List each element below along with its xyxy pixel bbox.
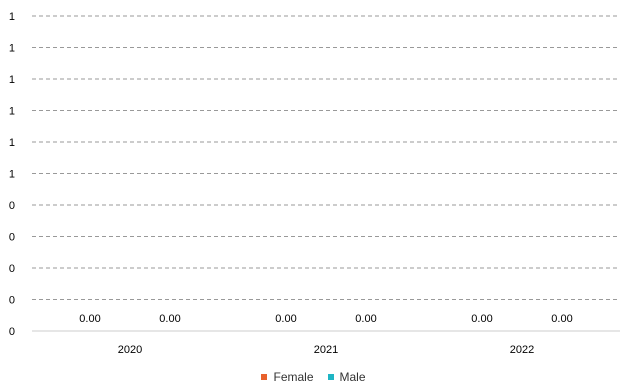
- legend-label-male: Male: [339, 370, 366, 384]
- x-tick-label: 2021: [314, 344, 338, 356]
- data-label: 0.00: [551, 313, 572, 325]
- y-tick-label: 1: [9, 106, 15, 118]
- y-tick-label: 1: [9, 169, 15, 181]
- y-axis-tick-labels: 0 0 0 0 0 1 1 1 1 1 1: [9, 11, 15, 338]
- data-label: 0.00: [159, 313, 180, 325]
- y-tick-label: 1: [9, 137, 15, 149]
- data-label: 0.00: [79, 313, 100, 325]
- legend-item-female[interactable]: Female: [261, 370, 314, 384]
- legend: Female Male: [0, 368, 627, 386]
- x-tick-label: 2020: [118, 344, 142, 356]
- y-tick-label: 0: [9, 295, 15, 307]
- x-tick-label: 2022: [510, 344, 534, 356]
- legend-label-female: Female: [273, 370, 314, 384]
- y-tick-label: 0: [9, 263, 15, 275]
- y-tick-label: 1: [9, 74, 15, 86]
- data-label: 0.00: [275, 313, 296, 325]
- legend-item-male[interactable]: Male: [327, 370, 366, 384]
- legend-swatch-male: [327, 374, 334, 380]
- y-tick-label: 0: [9, 232, 15, 244]
- y-tick-label: 0: [9, 326, 15, 338]
- data-labels: 0.00 0.00 0.00 0.00 0.00 0.00: [79, 313, 572, 325]
- x-axis-tick-labels: 2020 2021 2022: [118, 344, 534, 356]
- y-tick-label: 0: [9, 200, 15, 212]
- data-label: 0.00: [355, 313, 376, 325]
- legend-swatch-female: [261, 374, 268, 380]
- gridlines: [32, 15, 620, 300]
- y-tick-label: 1: [9, 11, 15, 23]
- data-label: 0.00: [471, 313, 492, 325]
- y-tick-label: 1: [9, 43, 15, 55]
